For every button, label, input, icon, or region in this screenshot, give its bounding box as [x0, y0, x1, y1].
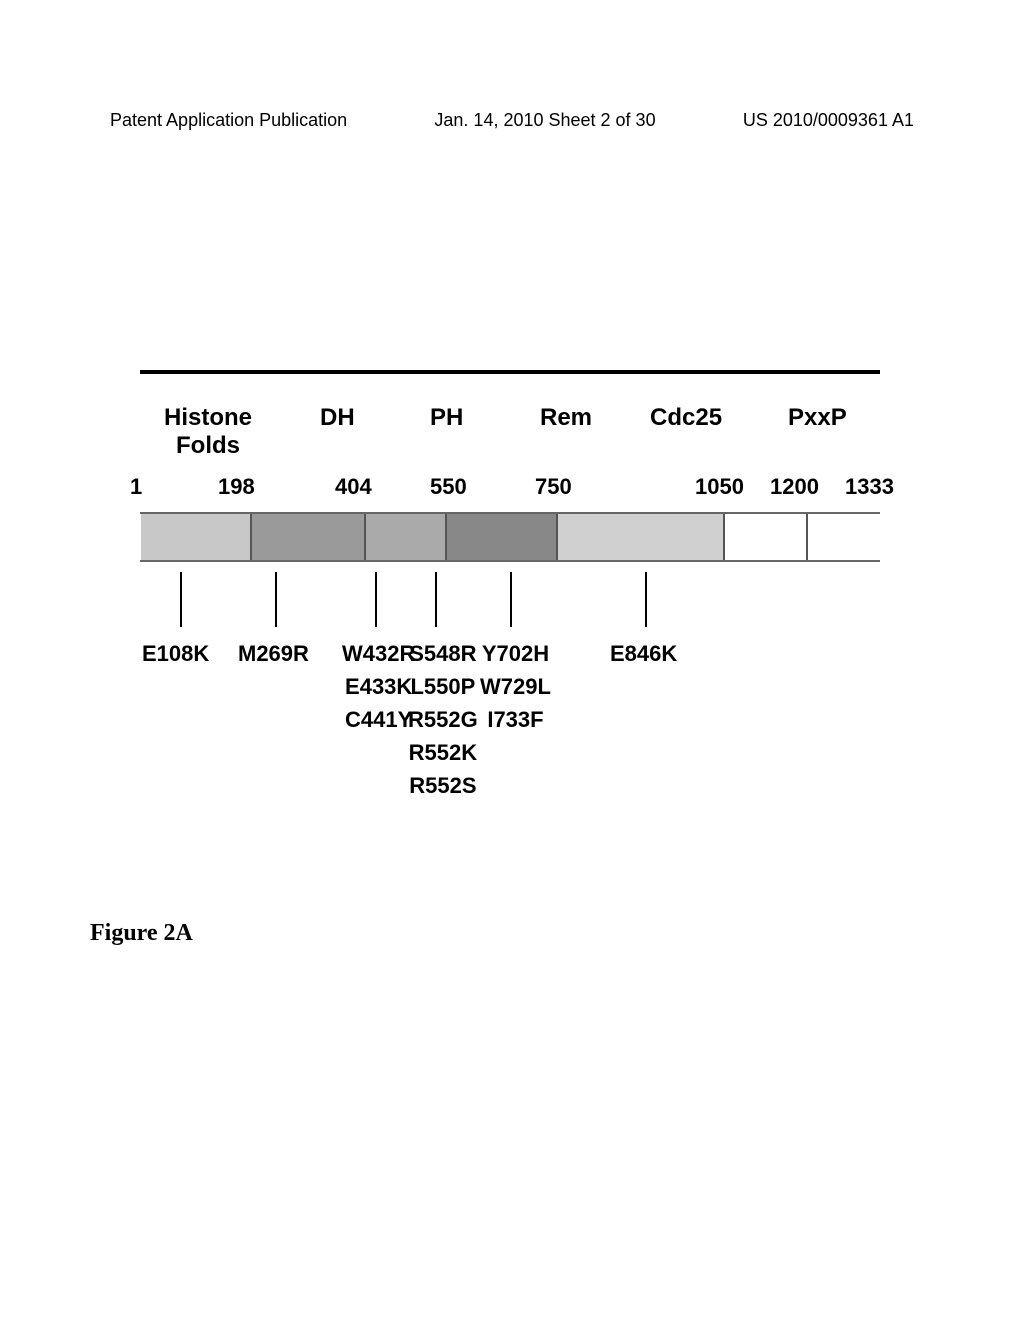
mutation-label: S548R	[408, 637, 478, 670]
protein-bar	[140, 512, 880, 562]
domain-segment	[556, 514, 723, 560]
mutation-label: M269R	[238, 637, 309, 670]
mutation-label: W432R	[342, 637, 415, 670]
domain-label: Cdc25	[650, 404, 722, 432]
tick-mark	[645, 572, 647, 627]
position-label: 1200	[770, 474, 819, 500]
mutation-label: R552K	[408, 736, 478, 769]
domain-label: HistoneFolds	[164, 404, 252, 460]
mutation-column: M269R	[238, 637, 309, 670]
domain-segment	[445, 514, 556, 560]
domain-segment	[364, 514, 445, 560]
mutation-column: S548RL550PR552GR552KR552S	[408, 637, 478, 802]
mutation-column: E108K	[142, 637, 209, 670]
tick-mark	[510, 572, 512, 627]
mutation-label: E108K	[142, 637, 209, 670]
mutation-label: L550P	[408, 670, 478, 703]
position-label: 404	[335, 474, 372, 500]
tick-mark	[275, 572, 277, 627]
mutation-label: W729L	[480, 670, 551, 703]
tick-marks	[140, 572, 880, 632]
tick-mark	[375, 572, 377, 627]
position-label: 550	[430, 474, 467, 500]
domain-labels: HistoneFolds DH PH Rem Cdc25 PxxP	[140, 404, 880, 474]
figure-label: Figure 2A	[90, 920, 193, 947]
position-label: 750	[535, 474, 572, 500]
header-center: Jan. 14, 2010 Sheet 2 of 30	[434, 110, 655, 131]
domain-segment	[141, 514, 250, 560]
domain-label: DH	[320, 404, 355, 432]
mutation-label: R552G	[408, 703, 478, 736]
header-left: Patent Application Publication	[110, 110, 347, 131]
domain-label: PH	[430, 404, 463, 432]
top-rule	[140, 370, 880, 374]
domain-segment	[806, 514, 880, 560]
position-label: 198	[218, 474, 255, 500]
patent-header: Patent Application Publication Jan. 14, …	[0, 110, 1024, 131]
domain-segment	[723, 514, 806, 560]
position-labels: 1198404550750105012001333	[140, 474, 880, 504]
mutation-label: C441Y	[342, 703, 415, 736]
position-label: 1333	[845, 474, 894, 500]
tick-mark	[180, 572, 182, 627]
mutation-column: E846K	[610, 637, 677, 670]
mutation-label: R552S	[408, 769, 478, 802]
tick-mark	[435, 572, 437, 627]
header-right: US 2010/0009361 A1	[743, 110, 914, 131]
domain-label: Rem	[540, 404, 592, 432]
mutation-column: W432RE433KC441Y	[342, 637, 415, 736]
protein-diagram: HistoneFoldsDHPHRemCdc25PxxP 11984045507…	[140, 370, 880, 637]
mutation-label: I733F	[480, 703, 551, 736]
domain-segment	[250, 514, 364, 560]
mutation-column: Y702HW729LI733F	[480, 637, 551, 736]
position-label: 1050	[695, 474, 744, 500]
position-label: 1	[130, 474, 142, 500]
mutation-label: Y702H	[480, 637, 551, 670]
mutation-label: E433K	[342, 670, 415, 703]
domain-label: PxxP	[788, 404, 847, 432]
mutation-label: E846K	[610, 637, 677, 670]
